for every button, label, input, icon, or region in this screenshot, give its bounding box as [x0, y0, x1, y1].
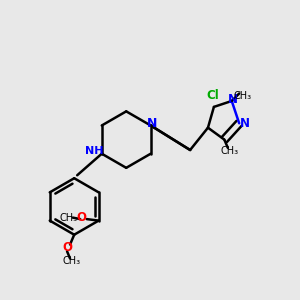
- Text: CH₃: CH₃: [233, 91, 251, 100]
- Text: Cl: Cl: [206, 89, 219, 102]
- Text: O: O: [77, 211, 87, 224]
- Text: O: O: [63, 241, 73, 254]
- Text: NH: NH: [85, 146, 103, 156]
- Text: CH₃: CH₃: [59, 213, 77, 223]
- Text: CH₃: CH₃: [220, 146, 239, 156]
- Text: N: N: [239, 117, 250, 130]
- Text: N: N: [228, 93, 238, 106]
- Text: N: N: [147, 118, 157, 130]
- Text: CH₃: CH₃: [62, 256, 80, 266]
